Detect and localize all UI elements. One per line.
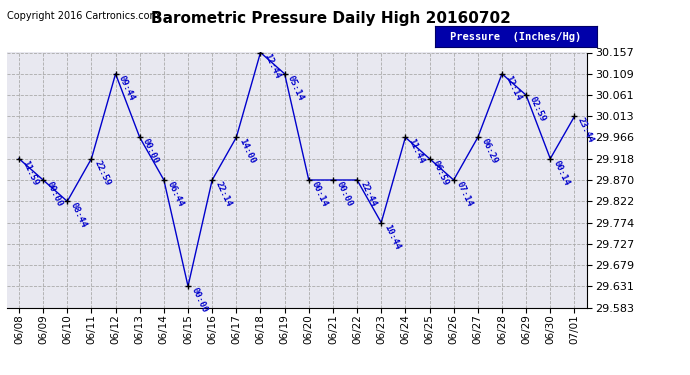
Text: 11:44: 11:44 — [407, 137, 426, 165]
Text: 14:00: 14:00 — [238, 137, 257, 165]
Text: 10:44: 10:44 — [383, 223, 402, 251]
Text: 02:59: 02:59 — [528, 95, 547, 123]
Text: 12:14: 12:14 — [504, 74, 523, 102]
Text: 22:44: 22:44 — [359, 180, 378, 208]
Text: 00:00: 00:00 — [141, 137, 161, 165]
Text: 05:14: 05:14 — [286, 74, 306, 102]
Text: 00:00: 00:00 — [335, 180, 354, 208]
Text: 22:59: 22:59 — [93, 159, 112, 187]
Text: 09:44: 09:44 — [117, 74, 137, 102]
Text: 23:44: 23:44 — [576, 117, 595, 145]
Text: 11:59: 11:59 — [21, 159, 40, 187]
Text: 06:44: 06:44 — [166, 180, 185, 208]
Text: 00:00: 00:00 — [190, 286, 209, 314]
Text: 07:14: 07:14 — [455, 180, 475, 208]
Text: Barometric Pressure Daily High 20160702: Barometric Pressure Daily High 20160702 — [151, 11, 511, 26]
Text: 00:00: 00:00 — [45, 180, 64, 208]
Text: 00:14: 00:14 — [310, 180, 330, 208]
Text: Copyright 2016 Cartronics.com: Copyright 2016 Cartronics.com — [7, 11, 159, 21]
Text: Pressure  (Inches/Hg): Pressure (Inches/Hg) — [450, 32, 582, 42]
Text: 06:29: 06:29 — [480, 137, 499, 165]
Text: 22:14: 22:14 — [214, 180, 233, 208]
Text: 00:14: 00:14 — [552, 159, 571, 187]
Text: 12:44: 12:44 — [262, 53, 282, 81]
Text: 08:44: 08:44 — [69, 201, 88, 229]
Text: 06:59: 06:59 — [431, 159, 451, 187]
